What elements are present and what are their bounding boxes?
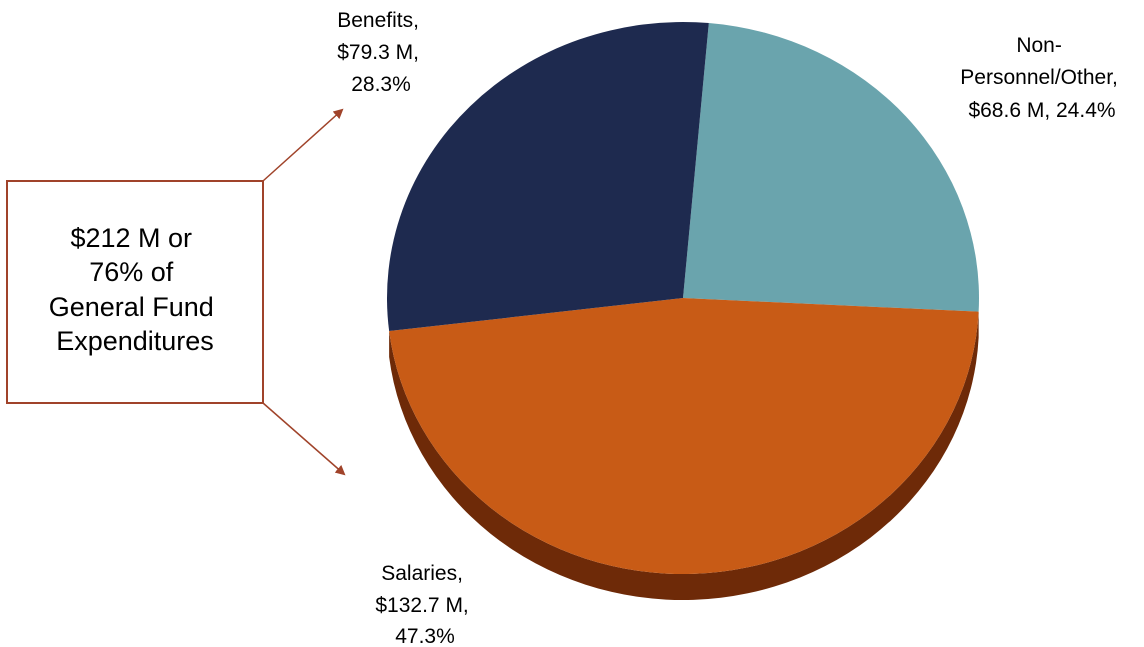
- label-non-personnel-line1: Non-: [1016, 34, 1062, 57]
- label-non-personnel-line3: $68.6 M, 24.4%: [968, 99, 1115, 122]
- callout-arrow-to-salaries: [262, 402, 346, 476]
- label-salaries: Salaries, $132.7 M, 47.3%: [375, 562, 474, 647]
- label-benefits: Benefits, $79.3 M, 28.3%: [337, 9, 425, 96]
- callout-line2: 76% of: [89, 257, 174, 287]
- callout-line1: $212 M or: [70, 223, 192, 253]
- label-non-personnel: Non- Personnel/Other, $68.6 M, 24.4%: [960, 34, 1123, 122]
- label-non-personnel-line2: Personnel/Other,: [960, 66, 1118, 89]
- pie-slice-non-personnel: [683, 23, 980, 312]
- pie-slice-benefits: [386, 21, 709, 332]
- callout-arrow-to-benefits: [262, 108, 344, 182]
- label-benefits-line2: $79.3 M,: [337, 41, 419, 64]
- label-benefits-line1: Benefits,: [337, 9, 419, 32]
- pie-slice-salaries: [389, 298, 979, 575]
- label-salaries-line1: Salaries,: [381, 562, 463, 585]
- callout-line4: Expenditures: [56, 326, 214, 356]
- callout-text: $212 M or 76% of General Fund Expenditur…: [49, 223, 222, 356]
- label-salaries-line2: $132.7 M,: [375, 594, 468, 617]
- callout-line3: General Fund: [49, 292, 214, 322]
- label-salaries-line3: 47.3%: [395, 625, 455, 647]
- label-benefits-line3: 28.3%: [351, 73, 411, 96]
- callout-box: [6, 180, 264, 404]
